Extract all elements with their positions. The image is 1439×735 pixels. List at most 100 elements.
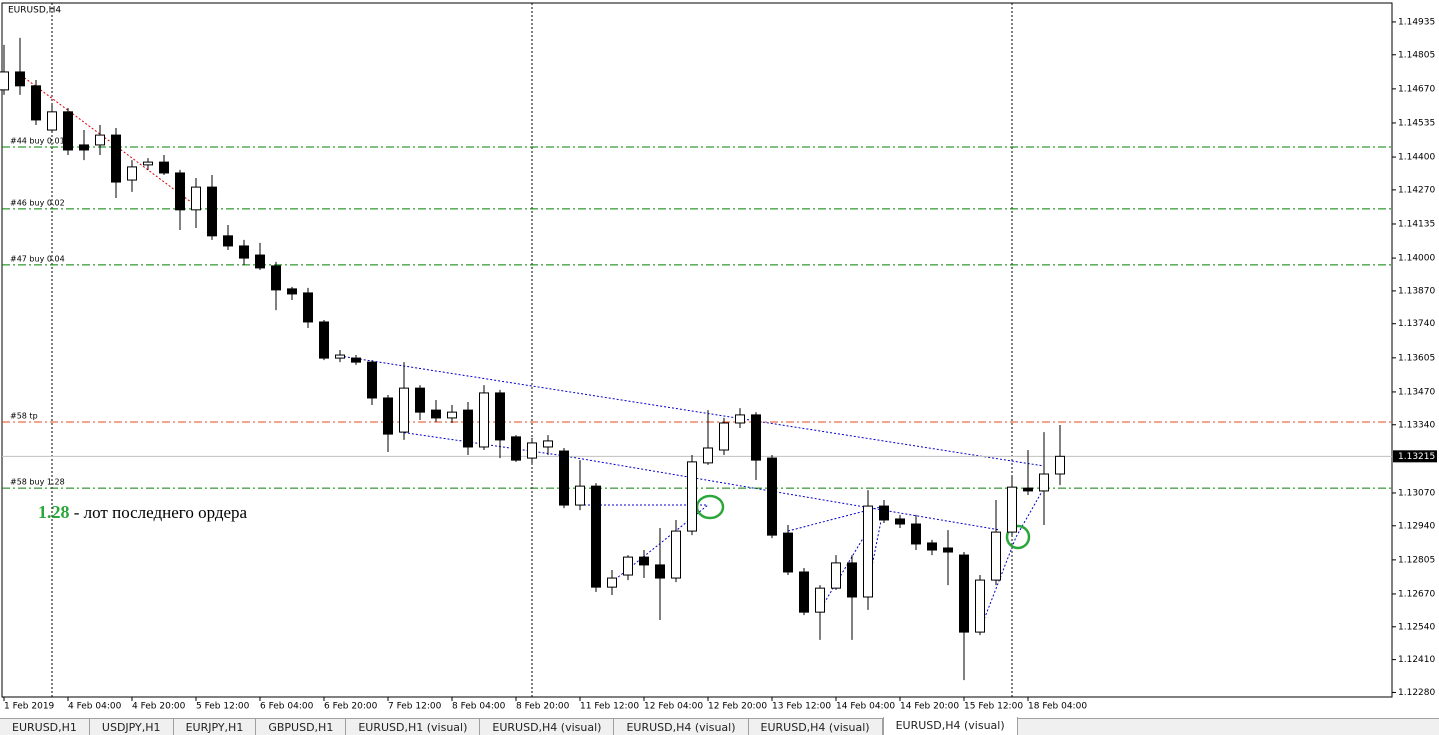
candle-body xyxy=(847,562,857,598)
y-tick-label: 1.13870 xyxy=(1398,286,1435,296)
trade-line xyxy=(399,431,1001,531)
annotation-lot: 1.28 xyxy=(38,502,70,522)
candle-body xyxy=(671,530,681,579)
order-label: #47 buy 0.04 xyxy=(10,254,65,263)
candle-body xyxy=(79,144,89,151)
trade-line xyxy=(979,487,1045,631)
candle-body xyxy=(895,518,905,525)
candle-body xyxy=(655,564,665,579)
highlight-circle xyxy=(1005,524,1031,550)
tab[interactable]: EURUSD,H1 (visual) xyxy=(346,719,481,735)
candle-body xyxy=(863,505,873,598)
candle-body xyxy=(399,387,409,433)
candle-body xyxy=(1007,486,1017,533)
y-tick-label: 1.14670 xyxy=(1398,84,1435,94)
candle-body xyxy=(143,161,153,166)
tab[interactable]: EURUSD,H4 (visual) xyxy=(749,719,883,735)
candle-body xyxy=(463,409,473,448)
candle-body xyxy=(527,442,537,459)
candle-body xyxy=(367,361,377,399)
current-price-label: 1.13215 xyxy=(1398,452,1435,462)
candle-body xyxy=(767,457,777,536)
tab-bar: EURUSD,H1 USDJPY,H1 EURJPY,H1 GBPUSD,H1 EURU… xyxy=(0,717,1439,735)
x-tick-label: 15 Feb 12:00 xyxy=(964,702,1023,712)
candle-body xyxy=(351,357,361,363)
candle-body xyxy=(831,562,841,589)
x-tick-label: 14 Feb 20:00 xyxy=(900,702,959,712)
chart-title: EURUSD,H4 xyxy=(8,6,61,16)
candle-body xyxy=(431,409,441,419)
x-tick-label: 13 Feb 12:00 xyxy=(772,702,831,712)
order-label: #44 buy 0.01 xyxy=(10,136,65,145)
x-tick-label: 4 Feb 20:00 xyxy=(132,702,186,712)
candle-body xyxy=(735,414,745,424)
candle-body xyxy=(975,579,985,633)
tab[interactable]: EURUSD,H4 (visual) xyxy=(882,717,1018,735)
x-tick-label: 1 Feb 2019 xyxy=(4,702,55,712)
y-tick-label: 1.13340 xyxy=(1398,420,1435,430)
tab[interactable]: USDJPY,H1 xyxy=(90,719,174,735)
candle-body xyxy=(943,547,953,553)
order-label: #58 tp xyxy=(10,411,38,420)
x-tick-label: 8 Feb 04:00 xyxy=(452,702,506,712)
candle-body xyxy=(1023,487,1033,492)
y-tick-label: 1.14805 xyxy=(1398,50,1435,60)
candle-body xyxy=(415,387,425,413)
candle-body xyxy=(575,485,585,506)
tab[interactable]: EURUSD,H1 xyxy=(0,719,90,735)
tab[interactable]: EURJPY,H1 xyxy=(174,719,257,735)
tab[interactable]: EURUSD,H4 (visual) xyxy=(614,719,749,735)
y-tick-label: 1.12805 xyxy=(1398,555,1435,565)
x-tick-label: 5 Feb 12:00 xyxy=(196,702,250,712)
x-tick-label: 11 Feb 12:00 xyxy=(580,702,639,712)
x-tick-label: 18 Feb 04:00 xyxy=(1028,702,1087,712)
y-tick-label: 1.14000 xyxy=(1398,254,1435,264)
candle-body xyxy=(271,265,281,291)
tab[interactable]: EURUSD,H4 (visual) xyxy=(480,719,615,735)
candle-body xyxy=(1055,455,1065,475)
y-tick-label: 1.12540 xyxy=(1398,622,1435,632)
y-tick-label: 1.12940 xyxy=(1398,521,1435,531)
y-tick-label: 1.12410 xyxy=(1398,655,1435,665)
candle-body xyxy=(15,71,25,87)
trade-line xyxy=(339,355,1045,467)
y-tick-label: 1.13070 xyxy=(1398,488,1435,498)
y-tick-label: 1.14270 xyxy=(1398,185,1435,195)
candle-body xyxy=(495,392,505,441)
candle-body xyxy=(303,292,313,323)
x-tick-label: 6 Feb 20:00 xyxy=(324,702,378,712)
y-tick-label: 1.13470 xyxy=(1398,387,1435,397)
x-tick-label: 12 Feb 20:00 xyxy=(708,702,767,712)
order-label: #58 buy 1.28 xyxy=(10,478,65,487)
candle-body xyxy=(255,254,265,269)
y-tick-label: 1.12670 xyxy=(1398,589,1435,599)
y-tick-label: 1.14935 xyxy=(1398,17,1435,27)
plot-frame xyxy=(1,2,1393,698)
candle-body xyxy=(95,134,105,146)
candle-body xyxy=(927,542,937,551)
x-tick-label: 4 Feb 04:00 xyxy=(68,702,122,712)
candle-body xyxy=(991,531,1001,581)
tab[interactable]: GBPUSD,H1 xyxy=(256,719,347,735)
candle-body xyxy=(879,505,889,521)
candle-body xyxy=(479,392,489,448)
candle-body xyxy=(815,587,825,613)
candle-body xyxy=(447,411,457,419)
y-tick-label: 1.14400 xyxy=(1398,153,1435,163)
candle-body xyxy=(719,422,729,451)
trade-line xyxy=(819,529,869,611)
candle-body xyxy=(31,85,41,121)
candle-body xyxy=(623,556,633,576)
candle-body xyxy=(687,461,697,532)
candle-body xyxy=(127,166,137,181)
candle-body xyxy=(207,186,217,237)
y-tick-label: 1.14135 xyxy=(1398,219,1435,229)
trade-line xyxy=(17,72,196,206)
x-tick-label: 8 Feb 20:00 xyxy=(516,702,570,712)
candle-body xyxy=(783,532,793,573)
candle-body xyxy=(511,436,521,461)
candle-body xyxy=(607,577,617,588)
y-tick-label: 1.13740 xyxy=(1398,319,1435,329)
annotation-text: - лот последнего ордера xyxy=(70,503,248,522)
